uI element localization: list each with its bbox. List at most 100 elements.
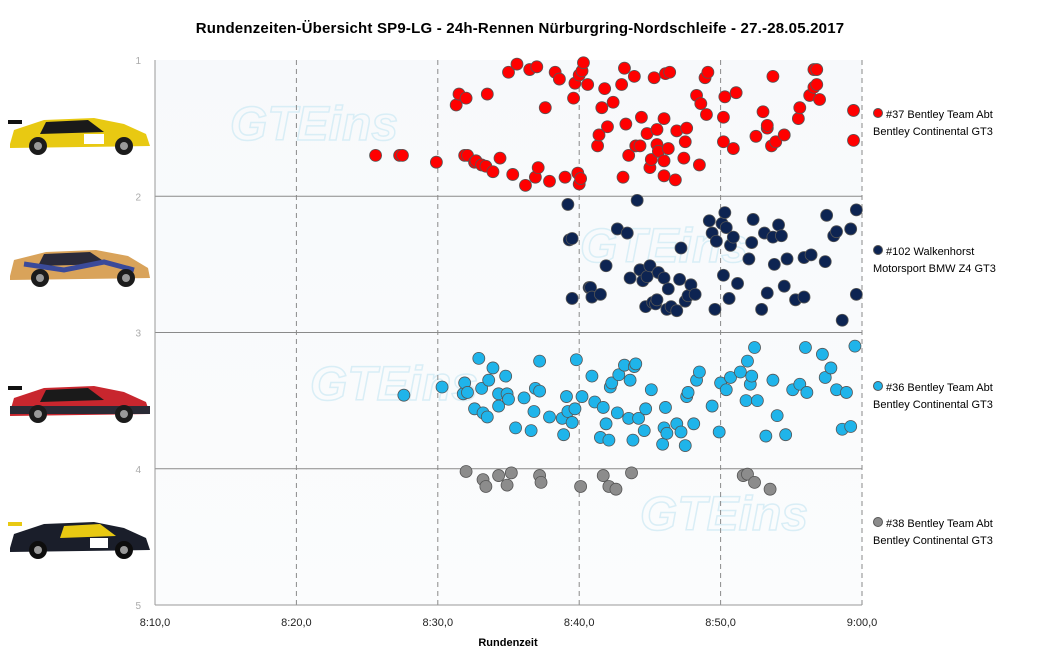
data-point — [748, 475, 761, 489]
data-point — [632, 411, 645, 425]
data-point — [749, 129, 763, 143]
y-tick-label: 3 — [135, 329, 141, 340]
data-point — [565, 292, 579, 305]
car-37-image — [8, 118, 150, 155]
data-point — [755, 302, 769, 316]
data-point — [591, 139, 604, 153]
data-point — [700, 108, 713, 121]
data-point — [797, 290, 811, 304]
data-point — [677, 151, 691, 165]
data-point — [647, 71, 661, 85]
x-tick-label: 8:10,0 — [140, 617, 171, 629]
data-point — [722, 292, 736, 305]
data-point — [596, 401, 610, 414]
data-point — [733, 365, 747, 379]
data-point — [475, 381, 489, 395]
data-point — [561, 198, 575, 211]
data-point — [397, 388, 411, 402]
data-point — [650, 123, 664, 136]
data-point — [678, 135, 692, 149]
y-tick-label: 4 — [135, 465, 141, 476]
data-point — [847, 133, 860, 147]
data-point — [623, 271, 637, 285]
data-point — [760, 119, 774, 132]
data-point — [644, 383, 658, 397]
data-point — [519, 178, 532, 192]
data-point — [459, 91, 473, 105]
data-point — [629, 357, 643, 371]
data-point — [820, 208, 834, 222]
data-point — [656, 437, 670, 451]
data-point — [482, 373, 496, 387]
data-point — [543, 174, 556, 188]
data-point — [627, 69, 641, 83]
data-point — [848, 339, 862, 353]
legend-label: #102 Walkenhorst Motorsport BMW Z4 GT3 — [873, 245, 996, 275]
data-point — [637, 424, 651, 438]
chart-title: Rundenzeiten-Übersicht SP9-LG - 24h-Renn… — [195, 20, 845, 37]
data-point — [630, 193, 644, 207]
data-point — [657, 271, 671, 285]
legend-label: #37 Bentley Team Abt Bentley Continental… — [873, 109, 993, 139]
data-point — [719, 383, 733, 397]
data-point — [718, 206, 732, 220]
data-point — [799, 341, 812, 354]
axes: 8:10,0 8:20,0 8:30,0 8:40,0 8:50,0 9:00,0 1 2 3 4… — [135, 56, 877, 629]
data-point — [599, 259, 613, 273]
data-point — [766, 69, 780, 83]
data-point — [688, 287, 702, 301]
data-point — [480, 410, 494, 424]
watermark-text: GTEins — [310, 358, 478, 411]
data-point — [640, 270, 654, 284]
data-point — [742, 252, 756, 266]
y-tick-label: 5 — [135, 601, 141, 612]
data-point — [661, 142, 675, 155]
data-point — [492, 399, 506, 413]
data-point — [625, 466, 638, 480]
data-point — [824, 361, 838, 375]
x-tick-label: 9:00,0 — [847, 617, 878, 629]
data-point — [745, 236, 759, 249]
data-point — [804, 248, 818, 262]
x-tick-label: 8:20,0 — [281, 617, 312, 629]
legend-entry: #36 Bentley Team Abt Bentley Continental… — [873, 380, 1023, 414]
data-point — [429, 155, 443, 169]
data-point — [830, 225, 843, 239]
data-point — [748, 341, 761, 354]
data-point — [680, 121, 694, 135]
data-point — [849, 287, 863, 301]
data-point — [616, 170, 630, 184]
data-point — [530, 60, 544, 74]
data-point — [674, 241, 688, 255]
data-point — [396, 148, 409, 162]
y-tick-label: 1 — [135, 56, 141, 67]
data-point — [568, 402, 582, 416]
data-point — [504, 466, 518, 480]
legend-entry: #37 Bentley Team Abt Bentley Continental… — [873, 107, 1023, 141]
data-point — [644, 153, 658, 166]
data-point — [844, 222, 858, 236]
data-point — [759, 429, 773, 443]
data-point — [777, 279, 791, 293]
data-point — [844, 420, 858, 433]
data-point — [692, 365, 706, 379]
data-point — [565, 232, 579, 245]
legend-entry: #102 Walkenhorst Motorsport BMW Z4 GT3 — [873, 244, 1023, 278]
data-point — [480, 87, 494, 101]
data-point — [567, 91, 580, 105]
data-point — [726, 230, 740, 244]
legend-marker — [873, 517, 883, 528]
data-point — [435, 380, 449, 394]
data-point — [506, 168, 520, 181]
data-point — [818, 255, 832, 269]
data-point — [659, 401, 672, 414]
data-point — [594, 287, 607, 301]
data-point — [769, 135, 783, 149]
data-point — [739, 394, 753, 408]
data-point — [598, 82, 612, 96]
legend-label: #36 Bentley Team Abt Bentley Continental… — [873, 381, 993, 411]
y-tick-label: 2 — [135, 192, 141, 203]
data-point — [779, 428, 793, 442]
data-point — [502, 392, 515, 406]
